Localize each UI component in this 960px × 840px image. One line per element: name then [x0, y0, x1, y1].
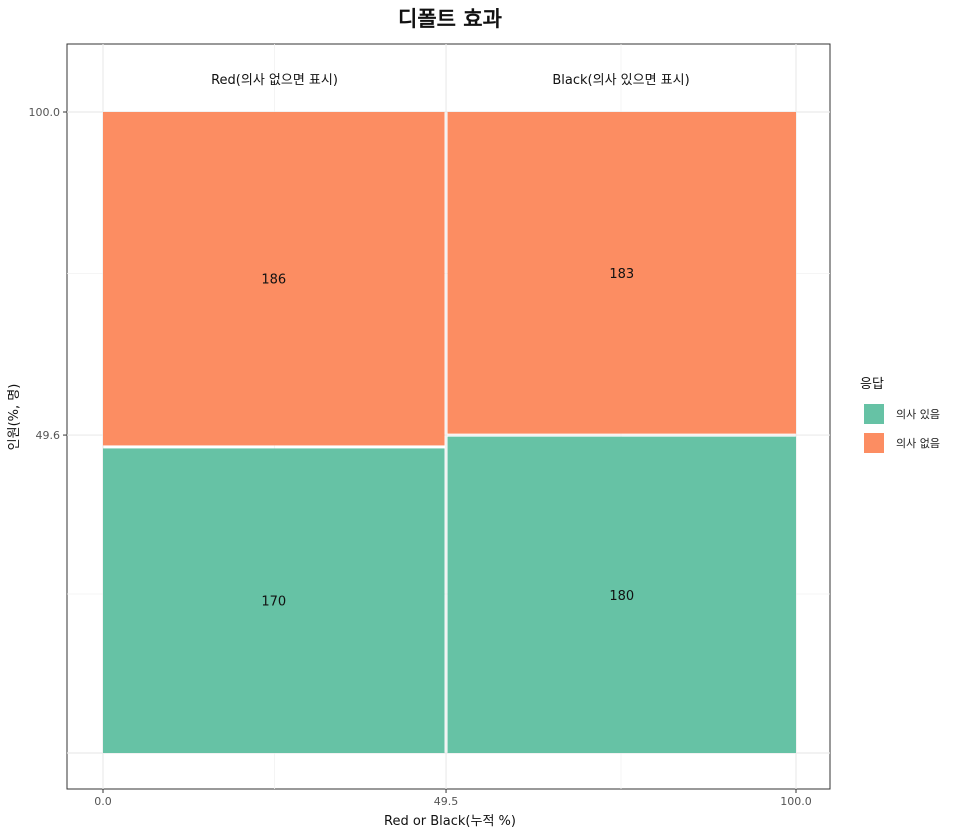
- mosaic-cell: [447, 436, 796, 753]
- cell-count-label: 183: [609, 267, 634, 282]
- facet-labels: Red(의사 없으면 표시) Black(의사 있으면 표시): [211, 73, 690, 88]
- cell-count-label: 186: [261, 273, 286, 288]
- legend-swatch: [864, 433, 884, 453]
- cell-count-label: 170: [261, 595, 286, 610]
- mosaic-cells: [103, 112, 796, 753]
- legend-title: 응답: [860, 377, 884, 392]
- mosaic-cell: [103, 448, 445, 753]
- y-axis-ticks: 49.6 100.0: [29, 106, 67, 442]
- facet-label: Red(의사 없으면 표시): [211, 73, 338, 88]
- y-axis-title: 인원(%, 명): [7, 384, 22, 451]
- y-tick-label: 49.6: [36, 429, 61, 442]
- legend-label: 의사 있음: [896, 408, 940, 421]
- x-axis-ticks: 0.0 49.5 100.0: [94, 789, 812, 808]
- y-tick-label: 100.0: [29, 106, 61, 119]
- x-axis-title: Red or Black(누적 %): [384, 814, 516, 829]
- legend-label: 의사 없음: [896, 437, 940, 450]
- x-tick-label: 100.0: [780, 795, 812, 808]
- chart-title: 디폴트 효과: [398, 7, 502, 31]
- x-tick-label: 49.5: [434, 795, 459, 808]
- legend-swatch: [864, 404, 884, 424]
- mosaic-cell: [447, 112, 796, 434]
- facet-label: Black(의사 있으면 표시): [552, 73, 689, 88]
- x-tick-label: 0.0: [94, 795, 112, 808]
- cell-count-label: 180: [609, 589, 634, 604]
- mosaic-cell: [103, 112, 445, 446]
- cell-count-labels: 170 186 180 183: [261, 267, 634, 610]
